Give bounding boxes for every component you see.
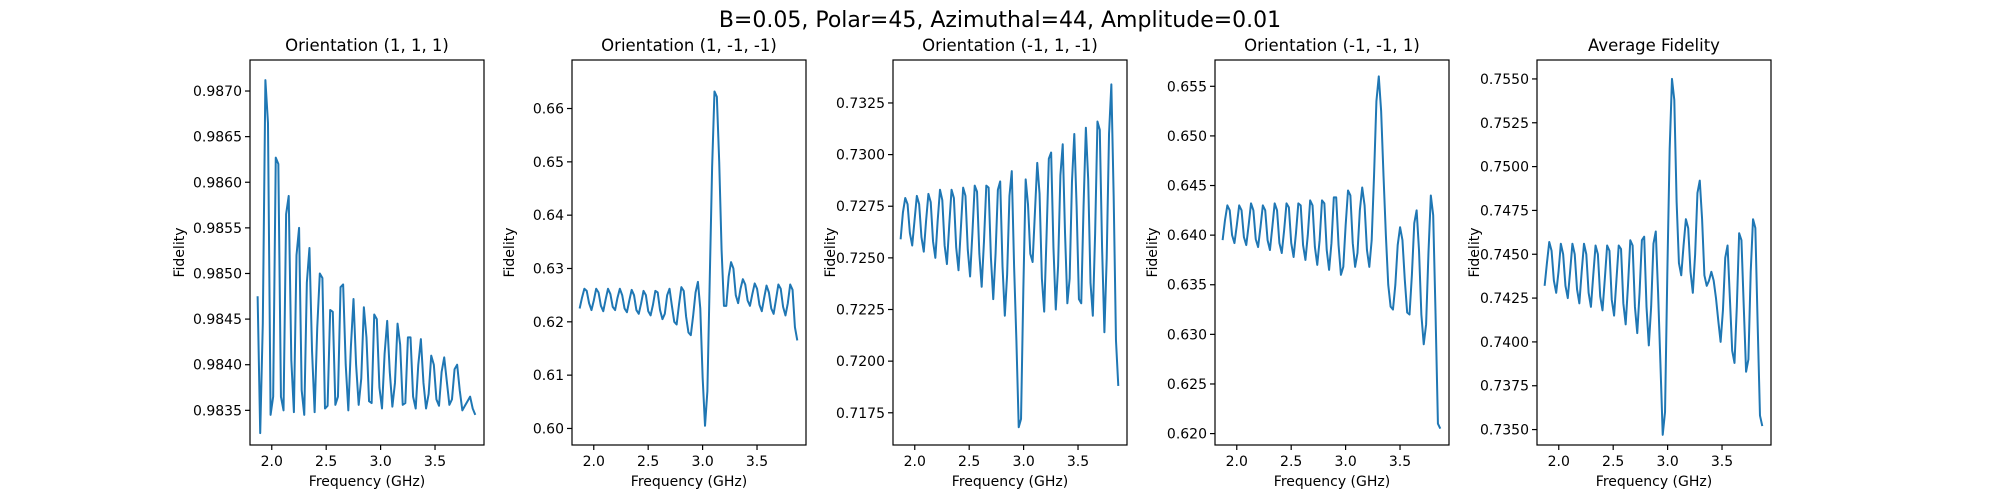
x-tick-label: 3.0 — [1656, 454, 1678, 470]
y-tick-label: 0.66 — [533, 102, 564, 118]
y-tick-label: 0.7400 — [1480, 335, 1529, 351]
panel-title: Orientation (1, 1, 1) — [285, 36, 449, 55]
x-tick-label: 2.5 — [958, 454, 980, 470]
x-tick-label: 3.0 — [1012, 454, 1034, 470]
y-tick-label: 0.7350 — [1480, 423, 1529, 439]
y-tick-label: 0.645 — [1167, 179, 1207, 195]
y-tick-label: 0.635 — [1167, 278, 1207, 294]
series-line — [578, 90, 799, 427]
series-line — [1221, 75, 1442, 430]
y-tick-label: 0.7500 — [1480, 160, 1529, 176]
x-axis-label: Frequency (GHz) — [631, 474, 747, 490]
x-tick-label: 2.5 — [1602, 454, 1624, 470]
axes-frame — [1214, 59, 1450, 446]
y-axis-label: Fidelity — [1467, 228, 1483, 278]
y-tick-label: 0.9850 — [193, 266, 242, 282]
axes-frame — [249, 59, 485, 446]
x-axis-label: Frequency (GHz) — [952, 474, 1068, 490]
y-tick-label: 0.9855 — [193, 221, 242, 237]
y-tick-label: 0.7300 — [836, 148, 885, 164]
y-tick-label: 0.630 — [1167, 327, 1207, 343]
y-tick-label: 0.7225 — [836, 303, 885, 319]
y-tick-label: 0.7375 — [1480, 379, 1529, 395]
x-tick-label: 2.0 — [1226, 454, 1248, 470]
x-tick-label: 2.5 — [637, 454, 659, 470]
panel-title: Orientation (-1, -1, 1) — [1244, 36, 1420, 55]
panel-average-fidelity: 2.0 2.5 3.0 3.5 0.7350 0.7375 0.7400 0.7425 0.74… — [1467, 36, 1772, 490]
x-tick-label: 3.5 — [1067, 454, 1089, 470]
axes-frame — [571, 59, 807, 446]
x-tick-label: 2.5 — [1280, 454, 1302, 470]
y-tick-label: 0.64 — [533, 208, 564, 224]
y-tick-label: 0.9865 — [193, 130, 242, 146]
x-tick-label: 3.5 — [1389, 454, 1411, 470]
x-tick-label: 3.0 — [369, 454, 391, 470]
x-tick-label: 2.0 — [261, 454, 283, 470]
panel-orientation-111: 2.0 2.5 3.0 3.5 0.9835 0.9840 0.9845 0.9850 0.98… — [172, 36, 485, 490]
y-tick-label: 0.625 — [1167, 377, 1207, 393]
panel-orientation-m1-1-m1: 2.0 2.5 3.0 3.5 0.7175 0.7200 0.7225 0.7250 0.72… — [823, 36, 1128, 490]
x-axis-label: Frequency (GHz) — [309, 474, 425, 490]
y-tick-label: 0.655 — [1167, 79, 1207, 95]
y-tick-label: 0.7550 — [1480, 72, 1529, 88]
y-tick-label: 0.9870 — [193, 84, 242, 100]
x-tick-label: 3.0 — [1334, 454, 1356, 470]
y-tick-label: 0.62 — [533, 315, 564, 331]
x-tick-label: 2.0 — [904, 454, 926, 470]
y-tick-label: 0.60 — [533, 421, 564, 437]
y-axis-label: Fidelity — [172, 228, 188, 278]
x-tick-label: 3.0 — [691, 454, 713, 470]
y-tick-label: 0.61 — [533, 368, 564, 384]
x-tick-label: 3.5 — [746, 454, 768, 470]
series-line — [256, 79, 477, 435]
y-tick-label: 0.9860 — [193, 175, 242, 191]
y-tick-label: 0.9845 — [193, 312, 242, 328]
panel-orientation-1-m1-m1: 2.0 2.5 3.0 3.5 0.60 0.61 0.62 0.63 0.64 0.65 0.66… — [502, 36, 807, 490]
panel-title: Orientation (1, -1, -1) — [601, 36, 777, 55]
y-tick-label: 0.7175 — [836, 406, 885, 422]
y-tick-label: 0.7275 — [836, 199, 885, 215]
y-axis-label: Fidelity — [823, 228, 839, 278]
y-axis-label: Fidelity — [502, 228, 518, 278]
series-line — [1543, 77, 1764, 436]
x-tick-label: 2.5 — [315, 454, 337, 470]
x-tick-label: 3.5 — [424, 454, 446, 470]
y-tick-label: 0.7475 — [1480, 203, 1529, 219]
y-tick-label: 0.9835 — [193, 403, 242, 419]
series-line — [899, 83, 1120, 429]
panel-title: Average Fidelity — [1588, 36, 1720, 55]
y-tick-label: 0.63 — [533, 261, 564, 277]
y-tick-label: 0.7200 — [836, 354, 885, 370]
axes-frame — [1536, 59, 1772, 446]
y-tick-label: 0.9840 — [193, 358, 242, 374]
y-tick-label: 0.7525 — [1480, 116, 1529, 132]
y-tick-label: 0.7325 — [836, 96, 885, 112]
x-axis-label: Frequency (GHz) — [1274, 474, 1390, 490]
panel-orientation-m1-m1-1: 2.0 2.5 3.0 3.5 0.620 0.625 0.630 0.635 0.640 0.6… — [1145, 36, 1450, 490]
y-tick-label: 0.640 — [1167, 228, 1207, 244]
y-axis-label: Fidelity — [1145, 228, 1161, 278]
y-tick-label: 0.65 — [533, 155, 564, 171]
y-tick-label: 0.650 — [1167, 129, 1207, 145]
y-tick-label: 0.7250 — [836, 251, 885, 267]
y-tick-label: 0.7425 — [1480, 291, 1529, 307]
axes-frame — [892, 59, 1128, 446]
figure-suptitle: B=0.05, Polar=45, Azimuthal=44, Amplitud… — [719, 8, 1281, 33]
panel-title: Orientation (-1, 1, -1) — [922, 36, 1098, 55]
x-tick-label: 2.0 — [1548, 454, 1570, 470]
x-tick-label: 3.5 — [1711, 454, 1733, 470]
x-axis-label: Frequency (GHz) — [1596, 474, 1712, 490]
y-tick-label: 0.7450 — [1480, 247, 1529, 263]
y-tick-label: 0.620 — [1167, 427, 1207, 443]
x-tick-label: 2.0 — [583, 454, 605, 470]
